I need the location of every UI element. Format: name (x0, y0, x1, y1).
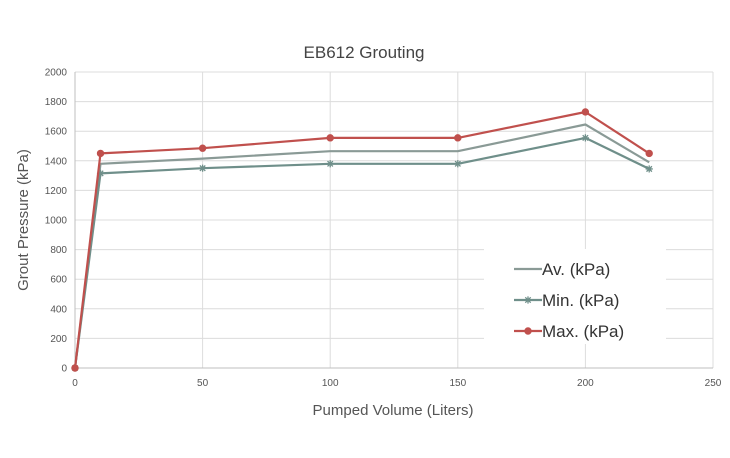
data-point (581, 108, 590, 116)
data-point (645, 165, 653, 173)
data-point (326, 160, 334, 168)
x-axis-label: Pumped Volume (Liters) (313, 402, 474, 419)
legend-item: Max. (kPa) (514, 322, 624, 341)
y-tick-label: 400 (50, 304, 67, 315)
data-point (198, 144, 207, 152)
legend: Av. (kPa) Min. (kPa) Max. (kPa) (484, 249, 666, 344)
x-tick-label: 150 (449, 378, 466, 389)
y-axis-label: Grout Pressure (kPa) (15, 149, 32, 291)
data-point (581, 134, 589, 142)
series-group (71, 108, 653, 372)
y-tick-label: 1800 (45, 97, 68, 108)
x-tick-label: 250 (705, 378, 722, 389)
data-point (71, 364, 79, 372)
y-tick-label: 1200 (45, 186, 68, 197)
legend-box (484, 249, 666, 344)
data-point (96, 169, 105, 177)
x-tick-label: 0 (72, 378, 78, 389)
y-tick-label: 0 (61, 364, 67, 375)
y-tick-label: 1600 (45, 127, 68, 138)
y-tick-labels: 0 200 400 600 800 1000 1200 1400 1600 1800 2000 (45, 68, 68, 375)
legend-label: Max. (kPa) (542, 322, 624, 341)
y-tick-label: 1400 (45, 156, 68, 167)
legend-label: Min. (kPa) (542, 291, 619, 310)
legend-marker (524, 296, 532, 304)
x-tick-label: 50 (197, 378, 209, 389)
data-point (326, 134, 334, 142)
data-point (199, 164, 207, 172)
legend-marker (524, 327, 532, 335)
y-tick-label: 800 (50, 245, 67, 256)
legend-item: Av. (kPa) (514, 260, 610, 279)
legend-label: Av. (kPa) (542, 260, 610, 279)
series-0 (73, 123, 650, 369)
x-tick-label: 100 (322, 378, 339, 389)
y-tick-label: 1000 (45, 216, 68, 227)
data-point (454, 134, 462, 142)
x-tick-label: 200 (577, 378, 594, 389)
axes (74, 72, 713, 369)
series-line (73, 123, 650, 369)
y-tick-label: 200 (50, 334, 67, 345)
data-point (454, 160, 462, 168)
data-point (645, 149, 653, 158)
legend-item: Min. (kPa) (514, 291, 619, 310)
x-tick-labels: 0 50 100 150 200 250 (72, 378, 722, 389)
data-point (96, 149, 105, 158)
chart-title: EB612 Grouting (304, 43, 425, 62)
y-tick-label: 2000 (45, 68, 68, 79)
series-2 (71, 108, 653, 372)
y-tick-label: 600 (50, 275, 67, 286)
